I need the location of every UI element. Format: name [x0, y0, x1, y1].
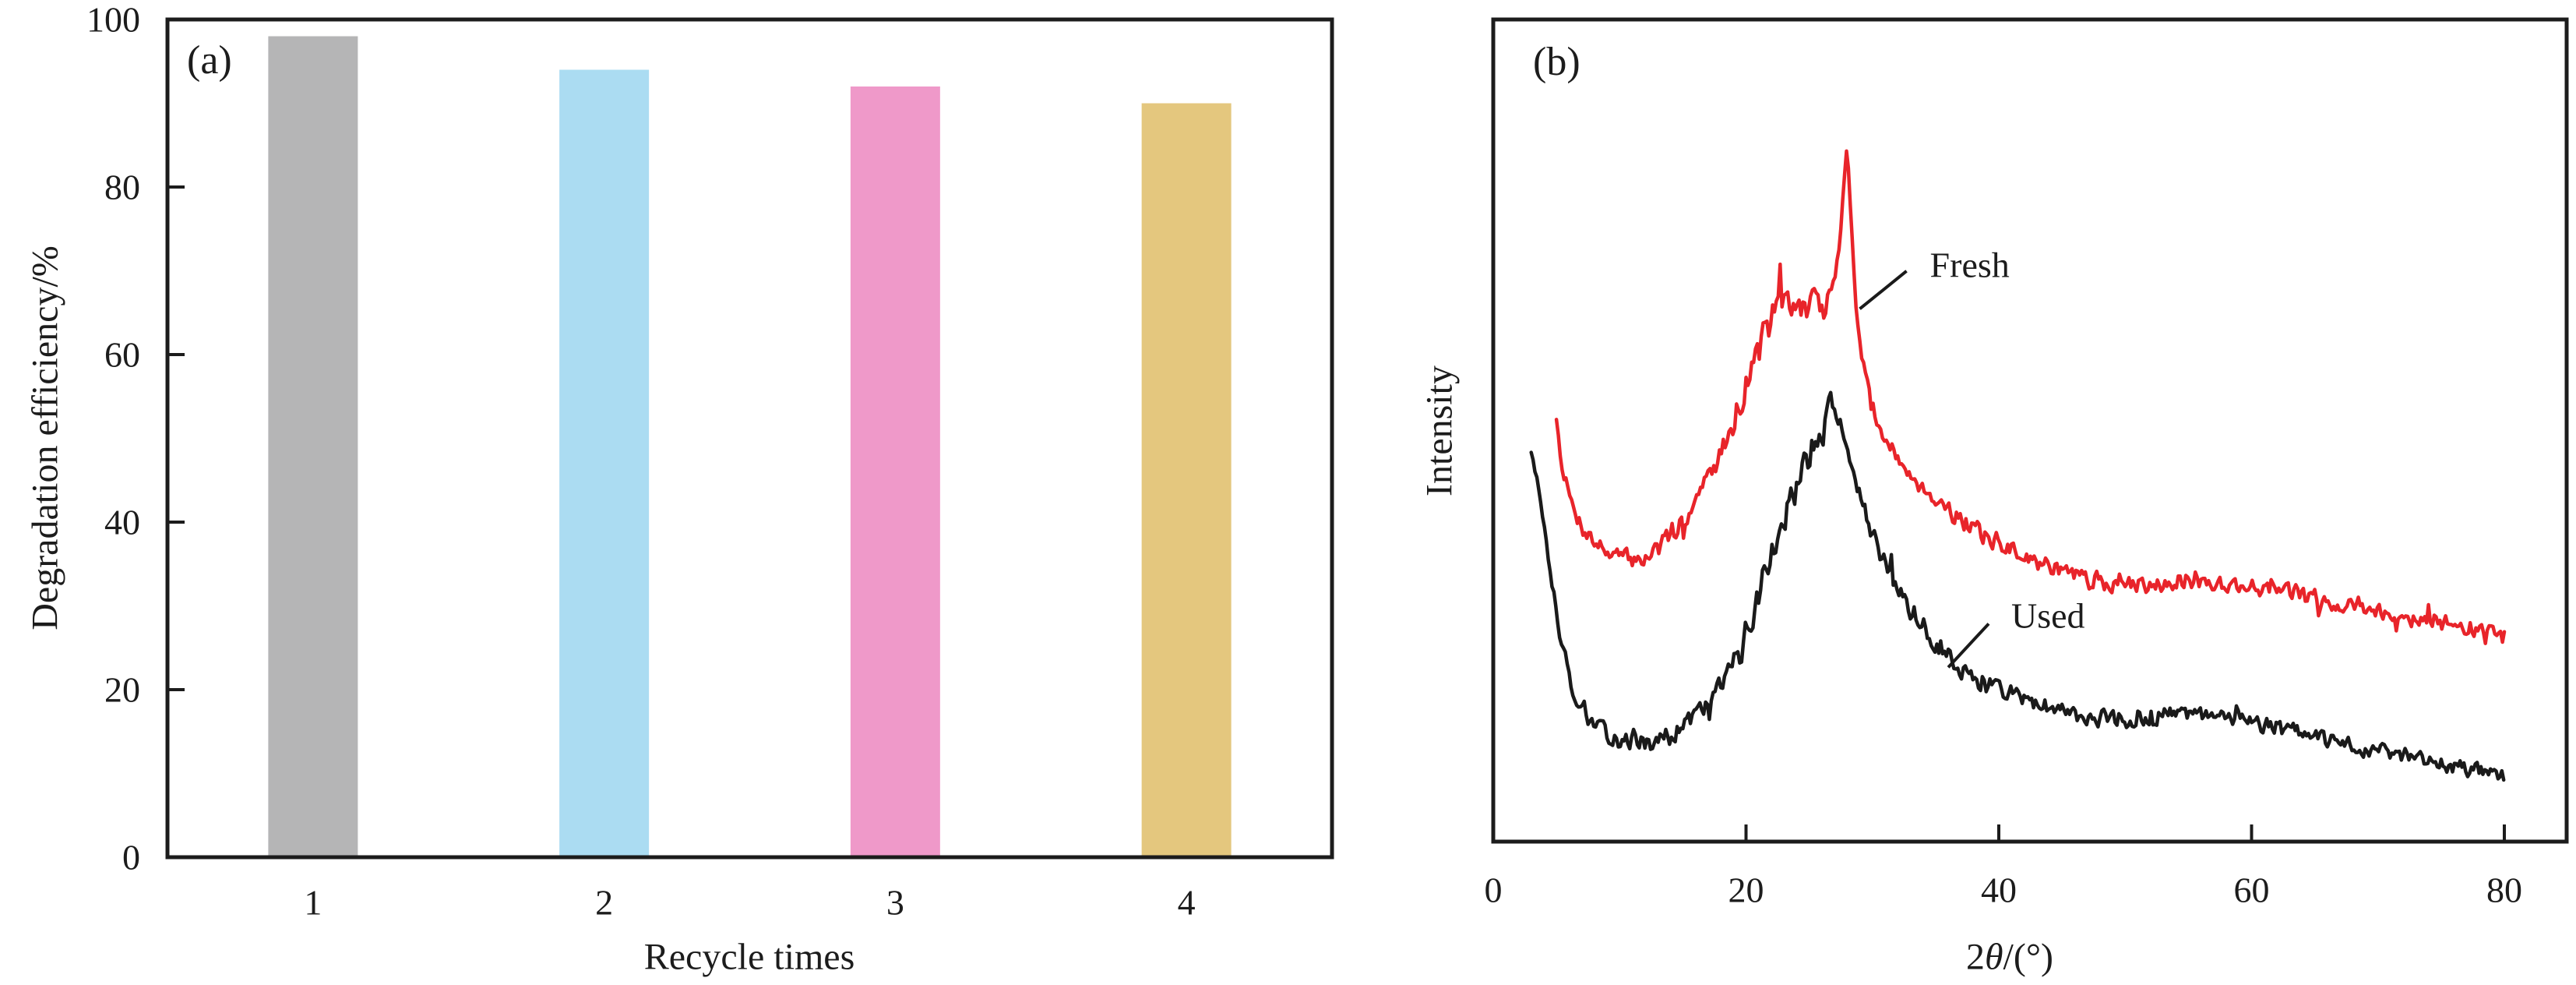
panel-b-x-tick-label: 60	[2233, 870, 2270, 910]
panel-a-label: (a)	[187, 38, 232, 83]
bar-recycle-4	[1141, 103, 1232, 857]
bar-recycle-2	[559, 69, 650, 857]
panel-b-x-tick-label: 80	[2486, 870, 2522, 910]
panel-b-y-axis-title: Intensity	[1418, 365, 1461, 496]
bar-recycle-3	[850, 86, 940, 857]
xrd-curve-fresh	[1554, 149, 2507, 645]
bar-recycle-1	[268, 36, 358, 857]
panel-a-x-tick-label: 2	[595, 882, 614, 923]
panel-a-x-tick-label: 1	[304, 882, 322, 923]
used-leader-line	[1947, 623, 1990, 669]
xrd-curve-used	[1529, 390, 2506, 782]
panel-a-x-tick-label: 3	[886, 882, 904, 923]
panel-a-x-tick-label: 4	[1177, 882, 1196, 923]
panel-b-x-tick-label: 20	[1728, 870, 1764, 910]
used-series-annotation: Used	[2010, 595, 2085, 636]
two-theta-suffix: /(°)	[2003, 936, 2054, 978]
panel-a-y-tick-label: 0	[122, 837, 140, 877]
theta-symbol: θ	[1984, 936, 2003, 978]
panel-b-frame	[1491, 17, 2569, 844]
panel-a-y-tick-label: 20	[104, 669, 140, 710]
two-theta-prefix: 2	[1965, 936, 1985, 978]
fresh-leader-line	[1859, 270, 1908, 310]
panel-b-x-axis-title: 2θ/(°)	[1966, 936, 2053, 979]
panel-b-x-tick-label: 0	[1484, 870, 1503, 910]
panel-b-x-tick-label: 40	[1981, 870, 2017, 910]
panel-a-y-tick-label: 40	[104, 502, 140, 542]
panel-a-y-tick-label: 80	[104, 167, 140, 207]
panel-a-y-axis-title: Degradation efficiency/%	[24, 245, 66, 630]
panel-b-label: (b)	[1533, 40, 1580, 84]
panel-a-x-axis-title: Recycle times	[643, 936, 855, 978]
panel-a-frame	[165, 17, 1334, 860]
panel-a-y-tick-label: 60	[104, 334, 140, 375]
fresh-series-annotation: Fresh	[1929, 245, 2010, 285]
panel-a-y-tick-label: 100	[86, 0, 140, 40]
